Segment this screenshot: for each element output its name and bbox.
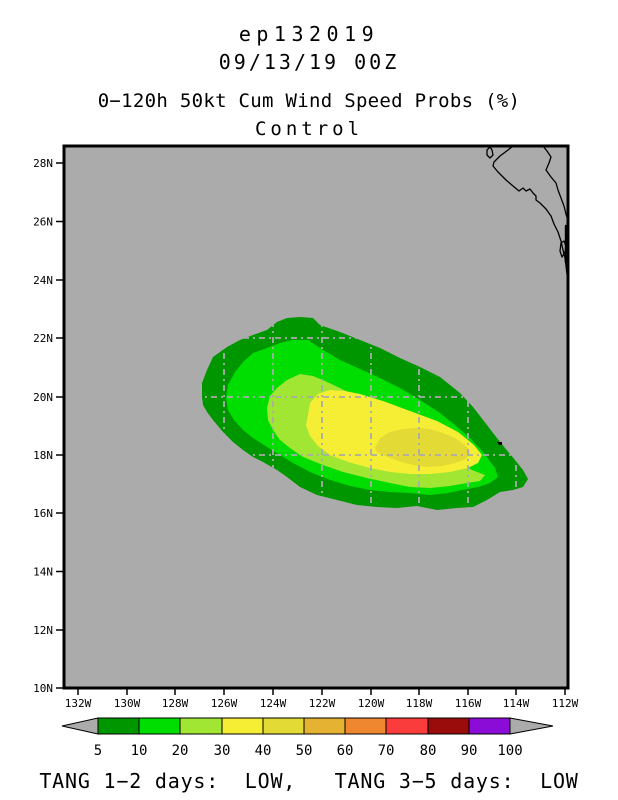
- lon-label-114w: 114W: [503, 697, 530, 710]
- lat-axis-labels: 28N 26N 24N 22N 20N 18N 16N 14N 12N 10N: [33, 157, 53, 695]
- lon-label-124w: 124W: [260, 697, 287, 710]
- lon-label-112w: 112W: [552, 697, 579, 710]
- lat-ticks: [56, 162, 64, 689]
- colorbar-segment-30-40: [221, 717, 264, 735]
- colorbar-segment-90-100: [468, 717, 511, 735]
- lat-label-22n: 22N: [33, 332, 53, 345]
- lon-label-118w: 118W: [406, 697, 433, 710]
- tang-guidance-text: TANG 1−2 days: LOW, TANG 3−5 days: LOW: [39, 769, 579, 793]
- lat-label-28n: 28N: [33, 157, 53, 170]
- colorbar-label-100: 100: [497, 743, 522, 759]
- colorbar-segment-10-20: [138, 717, 181, 735]
- colorbar-label-90: 90: [461, 743, 478, 759]
- colorbar: 5 10 20 30 40 50 60 70 80 90 100: [61, 717, 554, 759]
- coastline-inner: [542, 146, 568, 222]
- lat-label-10n: 10N: [33, 682, 53, 695]
- colorbar-segment-80-90: [427, 717, 470, 735]
- colorbar-right-arrow: [509, 717, 554, 735]
- lon-label-120w: 120W: [358, 697, 385, 710]
- colorbar-segment-20-30: [179, 717, 223, 735]
- lon-label-126w: 126W: [211, 697, 238, 710]
- lat-label-14n: 14N: [33, 566, 53, 579]
- colorbar-label-10: 10: [131, 743, 148, 759]
- colorbar-label-70: 70: [378, 743, 395, 759]
- colorbar-label-5: 5: [94, 743, 102, 759]
- lon-label-130w: 130W: [114, 697, 141, 710]
- colorbar-label-60: 60: [337, 743, 354, 759]
- lat-label-20n: 20N: [33, 391, 53, 404]
- coastline-baja-california: [486, 146, 568, 445]
- colorbar-label-50: 50: [296, 743, 313, 759]
- coastline-outer: [492, 146, 568, 283]
- lon-axis-labels: 132W 130W 128W 126W 124W 122W 120W 118W …: [65, 697, 579, 710]
- colorbar-segment-70-80: [385, 717, 429, 735]
- colorbar-label-80: 80: [420, 743, 437, 759]
- member-title: Control: [254, 118, 364, 140]
- init-time-title: 09/13/19 00Z: [218, 50, 400, 74]
- colorbar-labels: 5 10 20 30 40 50 60 70 80 90 100: [94, 743, 523, 759]
- lat-label-26n: 26N: [33, 216, 53, 229]
- lon-label-128w: 128W: [162, 697, 189, 710]
- lon-ticks: [77, 688, 566, 695]
- lat-label-12n: 12N: [33, 624, 53, 637]
- lat-label-16n: 16N: [33, 507, 53, 520]
- colorbar-label-30: 30: [214, 743, 231, 759]
- colorbar-segment-5-10: [97, 717, 140, 735]
- island-small-right: [559, 240, 567, 258]
- product-title: 0−120h 50kt Cum Wind Speed Probs (%): [97, 90, 521, 112]
- colorbar-segment-40-50: [262, 717, 305, 735]
- colorbar-left-arrow: [61, 717, 99, 735]
- lat-label-18n: 18N: [33, 449, 53, 462]
- colorbar-segment-50-60: [303, 717, 346, 735]
- lon-label-122w: 122W: [309, 697, 336, 710]
- colorbar-segment-60-70: [344, 717, 387, 735]
- storm-id-title: ep132019: [238, 22, 380, 46]
- colorbar-label-20: 20: [172, 743, 189, 759]
- lat-label-24n: 24N: [33, 274, 53, 287]
- map-frame: [62, 144, 570, 690]
- contour-40-percent: [375, 428, 470, 467]
- island-socorro-mark: [497, 442, 502, 445]
- lon-label-116w: 116W: [455, 697, 482, 710]
- lon-label-132w: 132W: [65, 697, 92, 710]
- colorbar-label-40: 40: [255, 743, 272, 759]
